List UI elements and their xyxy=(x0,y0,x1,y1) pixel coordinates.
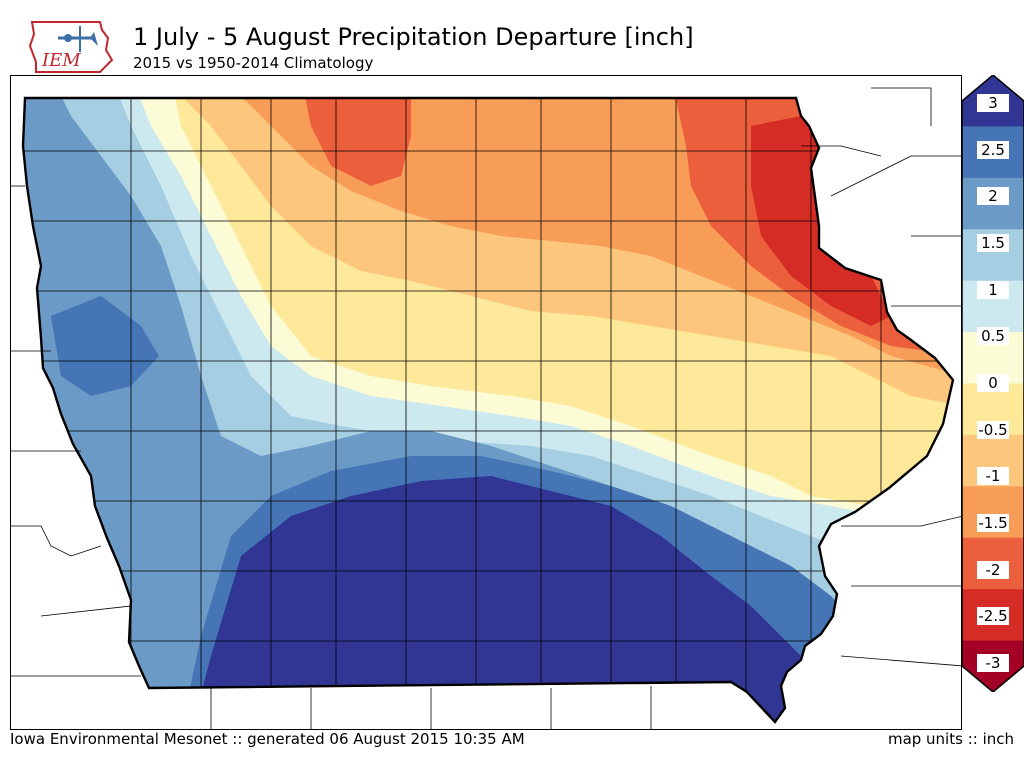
colorbar-tick-label: -1.5 xyxy=(977,514,1009,532)
iem-logo: IEM xyxy=(28,16,114,76)
footer-source: Iowa Environmental Mesonet :: generated … xyxy=(10,730,525,748)
iowa-border xyxy=(21,96,955,724)
colorbar-tick-label: -1 xyxy=(977,467,1009,486)
colorbar-tick-label: 3 xyxy=(977,94,1009,112)
colorbar-tick-label: -0.5 xyxy=(977,420,1009,439)
colorbar-tick-label: -3 xyxy=(977,654,1009,672)
colorbar-tick-label: 0.5 xyxy=(977,327,1009,346)
neighbor-state-lines xyxy=(11,87,961,729)
map-subtitle: 2015 vs 1950-2014 Climatology xyxy=(133,54,374,72)
colorbar-tick-label: 1 xyxy=(977,280,1009,299)
colorbar-tick-label: -2.5 xyxy=(977,607,1009,626)
colorbar-tick-label: 2 xyxy=(977,187,1009,206)
map-title: 1 July - 5 August Precipitation Departur… xyxy=(133,23,694,51)
map-panel xyxy=(10,75,962,730)
contour-bands xyxy=(23,98,953,722)
colorbar-tick-label: -2 xyxy=(977,560,1009,579)
colorbar-graphic xyxy=(961,74,1024,693)
colorbar-tick-label: 0 xyxy=(977,374,1009,392)
iowa-precip-departure-map xyxy=(11,87,961,729)
logo-text: IEM xyxy=(41,50,81,71)
colorbar-tick-label: 2.5 xyxy=(977,140,1009,159)
footer-units: map units :: inch xyxy=(887,730,1014,748)
colorbar-tick-label: 1.5 xyxy=(977,234,1009,252)
colorbar xyxy=(961,74,1024,693)
